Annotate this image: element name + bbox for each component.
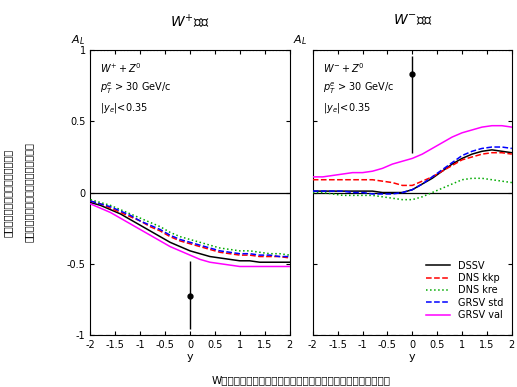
Text: $W^{+}+Z^{0}$
$p_{T}^{e}$ > 30 GeV/c
$|y_{e}|$<0.35: $W^{+}+Z^{0}$ $p_{T}^{e}$ > 30 GeV/c $|y… <box>100 62 172 115</box>
Text: $W^{-}+Z^{0}$
$p_{T}^{e}$ > 30 GeV/c
$|y_{e}|$<0.35: $W^{-}+Z^{0}$ $p_{T}^{e}$ > 30 GeV/c $|y… <box>323 62 394 115</box>
Text: W粒子からの電子の方向に相当する値（後方：－、前方：＋）: W粒子からの電子の方向に相当する値（後方：－、前方：＋） <box>211 375 391 385</box>
Legend: DSSV, DNS kkp, DNS kre, GRSV std, GRSV val: DSSV, DNS kkp, DNS kre, GRSV std, GRSV v… <box>422 257 507 324</box>
Text: $A_{L}$: $A_{L}$ <box>70 34 85 48</box>
Text: 発生量のスピンの向きによる違い: 発生量のスピンの向きによる違い <box>3 149 12 236</box>
Text: $A_{L}$: $A_{L}$ <box>293 34 307 48</box>
Text: （陽子のスピンの差の和に対する比）: （陽子のスピンの差の和に対する比） <box>23 142 33 243</box>
X-axis label: y: y <box>409 353 416 362</box>
X-axis label: y: y <box>187 353 193 362</box>
Text: $W^{-}$粒子: $W^{-}$粒子 <box>392 12 432 27</box>
Text: $W^{+}$粒子: $W^{+}$粒子 <box>170 12 210 31</box>
